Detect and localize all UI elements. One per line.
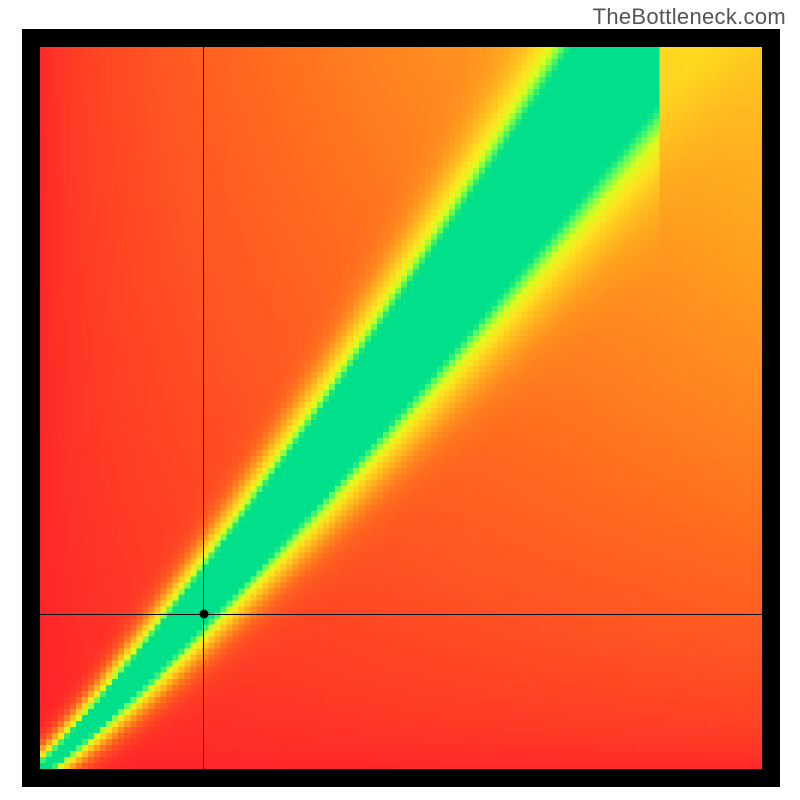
heatmap-canvas [40,47,762,769]
heatmap-plot-area [40,47,762,769]
crosshair-horizontal [40,614,762,615]
chart-container: TheBottleneck.com [0,0,800,800]
watermark-text: TheBottleneck.com [593,4,786,30]
plot-outer-border [22,29,780,787]
crosshair-vertical [203,47,204,769]
marker-point [199,610,208,619]
